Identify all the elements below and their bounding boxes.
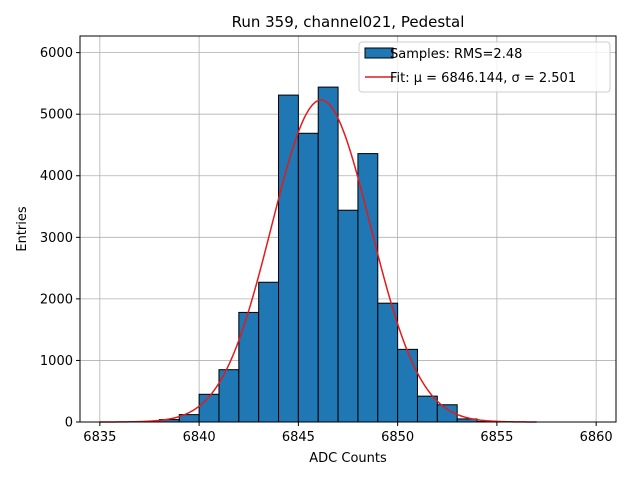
histogram-bar [397,348,418,423]
legend-box [358,41,611,93]
histogram-bar [317,86,339,423]
histogram-bar [357,153,379,423]
y-axis-ticks: 0 1000 2000 3000 4000 5000 6000 [40,46,80,431]
legend-label-fit: Fit: μ = 6846.144, σ = 2.501 [390,71,576,86]
y-tick-label: 3000 [40,231,73,246]
plot-frame [79,35,617,423]
histogram-bar [297,132,319,423]
histogram-bar [278,94,299,423]
y-tick-label: 2000 [40,292,73,307]
x-tick-label: 6835 [83,430,116,445]
x-tick-label: 6840 [183,430,216,445]
x-tick-label: 6860 [580,430,613,445]
fit-curve [99,99,537,423]
x-tick-label: 6850 [381,430,414,445]
y-tick-label: 6000 [40,46,73,61]
x-tick-label: 6845 [282,430,315,445]
histogram-bar [198,393,220,423]
y-axis-label: Entries [15,206,30,252]
x-axis-ticks: 6835 6840 6845 6850 6855 6860 [83,422,613,445]
histogram-bars [139,86,498,423]
y-tick-label: 5000 [40,108,73,123]
chart-title: Run 359, channel021, Pedestal [232,13,465,31]
legend-label-samples: Samples: RMS=2.48 [390,47,522,62]
x-axis-label: ADC Counts [309,451,387,466]
y-tick-label: 1000 [40,354,73,369]
histogram-bar [337,209,359,423]
y-tick-label: 0 [65,416,73,431]
legend-swatch-samples [364,47,394,59]
histogram-bar [377,302,399,423]
x-tick-label: 6855 [480,430,513,445]
histogram-bar [416,395,438,423]
y-tick-label: 4000 [40,169,73,184]
histogram-bar [258,281,280,423]
histogram-bar [238,311,260,423]
legend: Samples: RMS=2.48 Fit: μ = 6846.144, σ =… [358,41,611,93]
